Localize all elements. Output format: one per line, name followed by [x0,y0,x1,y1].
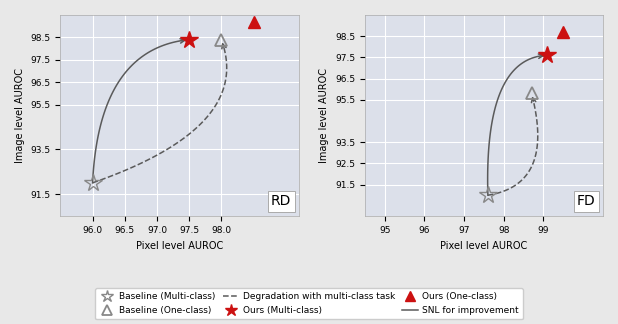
Text: FD: FD [577,194,596,208]
X-axis label: Pixel level AUROC: Pixel level AUROC [440,241,528,251]
Legend: Baseline (Multi-class), Baseline (One-class), Degradation with multi-class task,: Baseline (Multi-class), Baseline (One-cl… [95,288,523,319]
Text: RD: RD [271,194,292,208]
Y-axis label: Image level AUROC: Image level AUROC [15,68,25,163]
Y-axis label: Image level AUROC: Image level AUROC [320,68,329,163]
X-axis label: Pixel level AUROC: Pixel level AUROC [136,241,223,251]
